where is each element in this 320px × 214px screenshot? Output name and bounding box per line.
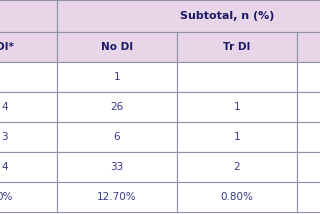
Bar xyxy=(57,152,177,182)
Bar xyxy=(177,62,297,92)
Bar xyxy=(0,122,57,152)
Text: 0%: 0% xyxy=(0,192,13,202)
Bar xyxy=(297,92,320,122)
Text: 4: 4 xyxy=(1,102,8,112)
Bar xyxy=(177,32,297,62)
Bar xyxy=(57,92,177,122)
Bar xyxy=(177,182,297,212)
Text: 3: 3 xyxy=(1,132,8,142)
Bar xyxy=(57,182,177,212)
Bar xyxy=(0,62,57,92)
Text: 0.80%: 0.80% xyxy=(220,192,253,202)
Bar xyxy=(57,122,177,152)
Text: No DI: No DI xyxy=(101,42,133,52)
Bar xyxy=(297,122,320,152)
Bar xyxy=(57,0,320,32)
Bar xyxy=(297,182,320,212)
Text: Tr DI: Tr DI xyxy=(223,42,251,52)
Bar xyxy=(177,92,297,122)
Bar xyxy=(0,92,57,122)
Text: Subtotal, n (%): Subtotal, n (%) xyxy=(180,11,274,21)
Bar xyxy=(57,32,177,62)
Bar xyxy=(0,152,57,182)
Text: 1: 1 xyxy=(234,132,240,142)
Text: DI*: DI* xyxy=(0,42,13,52)
Bar xyxy=(297,152,320,182)
Bar xyxy=(177,152,297,182)
Bar xyxy=(297,62,320,92)
Text: 12.70%: 12.70% xyxy=(97,192,137,202)
Bar xyxy=(177,122,297,152)
Text: 1: 1 xyxy=(114,72,120,82)
Text: 6: 6 xyxy=(114,132,120,142)
Text: 1: 1 xyxy=(234,102,240,112)
Bar xyxy=(0,32,57,62)
Bar xyxy=(0,0,57,32)
Bar xyxy=(57,62,177,92)
Text: 33: 33 xyxy=(110,162,124,172)
Text: 26: 26 xyxy=(110,102,124,112)
Text: 4: 4 xyxy=(1,162,8,172)
Bar xyxy=(0,182,57,212)
Text: 2: 2 xyxy=(234,162,240,172)
Bar xyxy=(297,32,320,62)
